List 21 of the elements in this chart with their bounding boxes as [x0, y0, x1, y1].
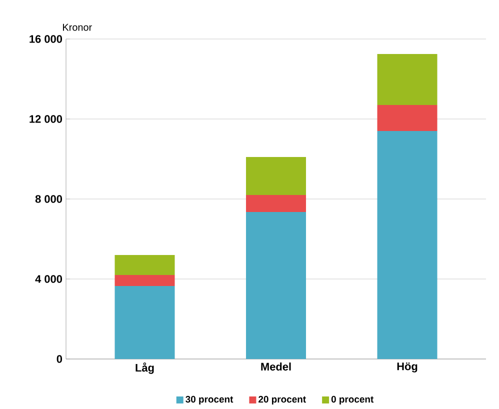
x-tick-label: Hög: [397, 362, 418, 372]
x-tick-label: Låg: [136, 362, 154, 374]
bar: [377, 104, 438, 131]
x-tick-label: Medel: [261, 362, 291, 371]
bar: [377, 54, 438, 105]
y-tick-label: 12 000: [30, 115, 62, 123]
y-axis-title: Kronor: [63, 24, 92, 31]
legend-label: 30 procent: [186, 396, 234, 404]
bar: [246, 212, 306, 359]
bar: [114, 275, 175, 286]
y-tick-label: 8 000: [35, 195, 62, 203]
y-tick-label: 4 000: [35, 275, 62, 283]
y-tick-label: 16 000: [30, 35, 62, 43]
legend-label: 0 procent: [331, 396, 374, 404]
bar: [246, 157, 306, 195]
legend-label: 20 procent: [258, 396, 306, 404]
bar: [114, 286, 175, 359]
y-tick-label: 0: [56, 355, 62, 363]
bar: [114, 255, 175, 275]
bar: [377, 130, 438, 359]
bar: [246, 195, 306, 212]
